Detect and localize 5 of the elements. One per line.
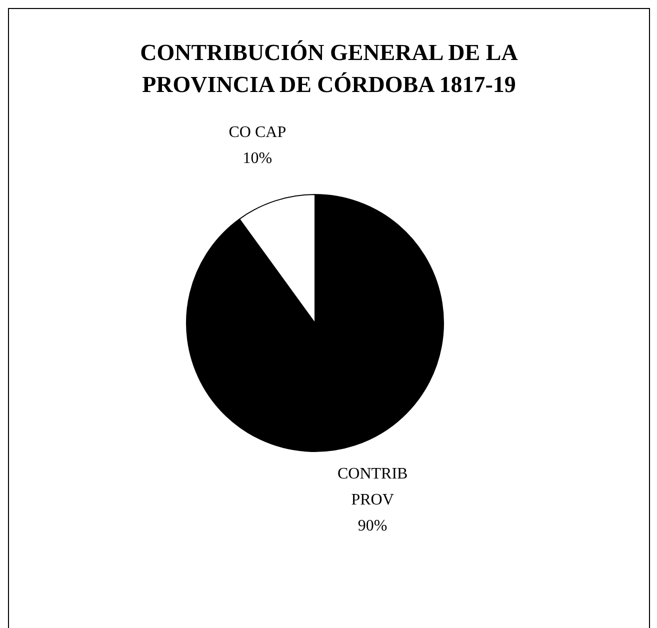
slice-label: CONTRIB PROV [337, 465, 408, 508]
data-label: 90% [358, 517, 388, 534]
data-label: 10% [242, 150, 272, 167]
chart-title: CONTRIBUCIÓN GENERAL DE LA PROVINCIA DE CÓRDOBA 1817-19 [139, 39, 519, 99]
slice-label: CO CAP [228, 124, 286, 141]
